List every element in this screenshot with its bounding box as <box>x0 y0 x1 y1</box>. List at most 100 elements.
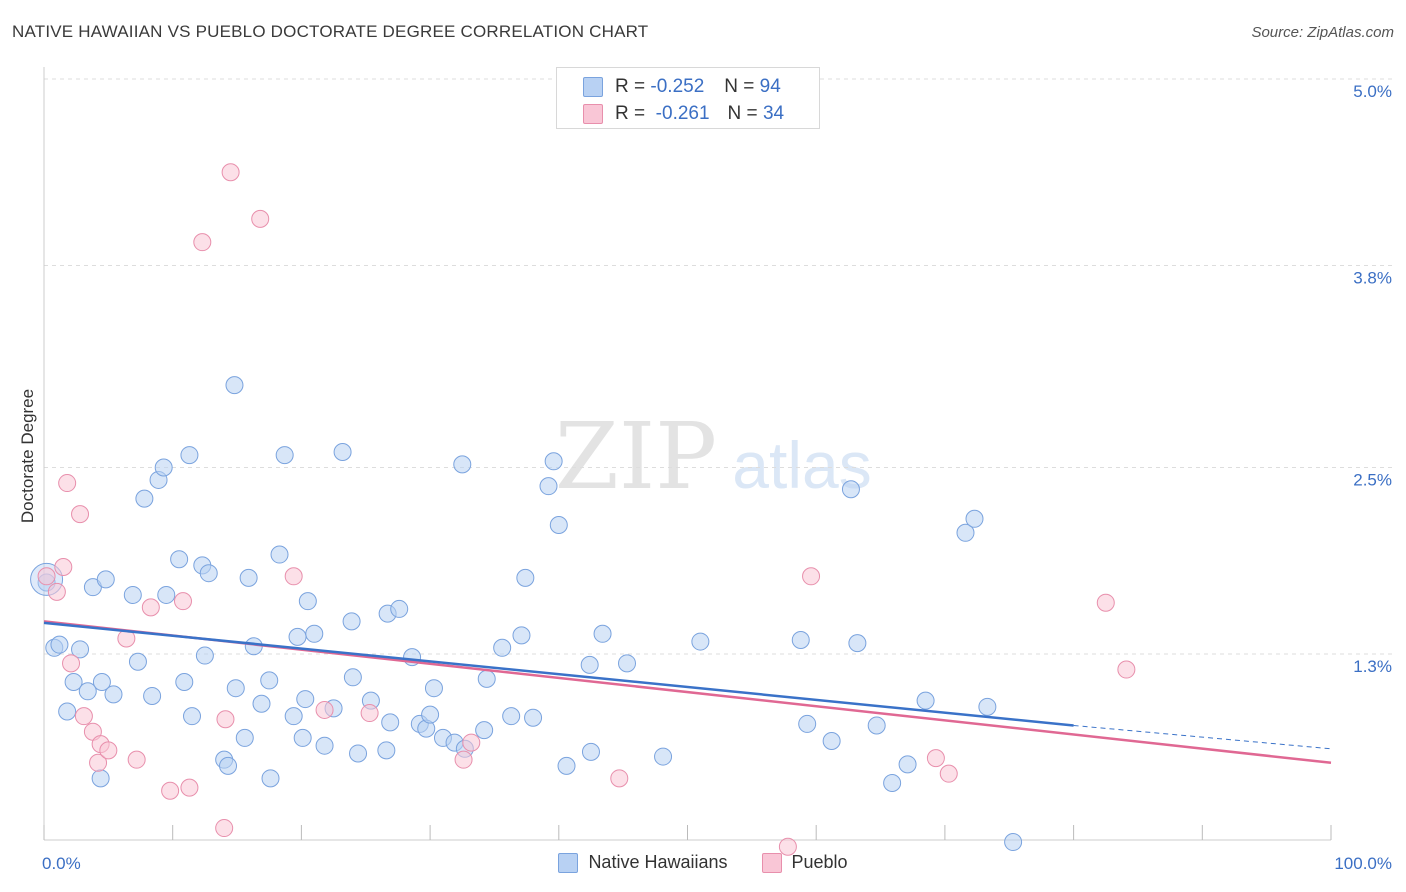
native-hawaiians-point <box>618 654 637 673</box>
native-hawaiians-point <box>123 585 142 604</box>
pueblo-point <box>180 778 199 797</box>
native-hawaiians-point <box>798 714 817 733</box>
y-tick-label: 5.0% <box>1353 82 1392 101</box>
native-hawaiians-point <box>154 458 173 477</box>
pueblo-point <box>74 707 93 726</box>
native-hawaiians-point <box>956 523 975 542</box>
native-hawaiians-swatch <box>558 852 579 873</box>
pueblo-point <box>454 750 473 769</box>
pueblo-point <box>215 819 234 838</box>
native-hawaiians-point <box>549 516 568 535</box>
native-hawaiians-point <box>135 489 154 508</box>
native-hawaiians-point <box>288 627 307 646</box>
native-hawaiians-point <box>58 702 77 721</box>
native-hawaiians-point <box>580 655 599 674</box>
pueblo-point <box>315 700 334 719</box>
native-hawaiians-point <box>261 769 280 788</box>
native-hawaiians-point <box>524 708 543 727</box>
pueblo-point <box>99 741 118 760</box>
native-hawaiians-point <box>219 756 238 775</box>
legend-label: Native Hawaiians <box>588 852 728 872</box>
legend-label: Pueblo <box>791 852 848 872</box>
pueblo-point <box>216 710 235 729</box>
native-hawaiians-point <box>343 668 362 687</box>
native-hawaiians-point <box>284 707 303 726</box>
watermark: ZIP atlas <box>555 403 872 510</box>
native-hawaiians-point <box>91 769 110 788</box>
native-hawaiians-point <box>260 671 279 690</box>
grid-lines <box>44 78 1392 655</box>
native-hawaiians-point <box>275 446 294 465</box>
native-hawaiians-point <box>157 585 176 604</box>
pueblo-point <box>71 505 90 524</box>
stats-legend: R = -0.252 N = 94 R = -0.261 N = 34 <box>556 67 820 129</box>
native-hawaiians-point <box>544 452 563 471</box>
native-hawaiians-point <box>883 773 902 792</box>
native-hawaiians-point <box>128 652 147 671</box>
native-hawaiians-point <box>898 755 917 774</box>
pueblo-point <box>939 764 958 783</box>
pueblo-point <box>926 749 945 768</box>
pueblo-point <box>54 557 73 576</box>
native-hawaiians-point <box>143 686 162 705</box>
series-legend: Native Hawaiians Pueblo <box>0 852 1406 873</box>
native-hawaiians-point <box>180 446 199 465</box>
pueblo-swatch <box>761 852 782 873</box>
r-label: R = <box>615 103 646 124</box>
pueblo-point <box>161 781 180 800</box>
native-hawaiians-point <box>516 568 535 587</box>
pueblo-point <box>173 592 192 611</box>
pueblo-point <box>58 474 77 493</box>
pueblo-points <box>37 163 1136 856</box>
native-hawaiians-point <box>239 568 258 587</box>
pueblo-point <box>62 654 81 673</box>
pueblo-point <box>193 233 212 252</box>
native-hawaiians-point <box>581 742 600 761</box>
native-hawaiians-point <box>791 631 810 650</box>
native-hawaiians-point <box>64 672 83 691</box>
native-hawaiians-point <box>557 756 576 775</box>
native-hawaiians-point <box>298 592 317 611</box>
native-hawaiians-trend-line <box>43 621 1074 727</box>
n-value: 94 <box>759 76 781 97</box>
native-hawaiians-point <box>421 705 440 724</box>
x-tick-label: 0.0% <box>42 854 81 873</box>
x-tick-label: 100.0% <box>1334 854 1392 873</box>
native-hawaiians-point <box>225 376 244 395</box>
native-hawaiians-point <box>493 638 512 657</box>
native-hawaiians-point <box>453 455 472 474</box>
pueblo-point <box>1096 593 1115 612</box>
pueblo-point <box>47 582 66 601</box>
native-hawaiians-points <box>30 376 1023 852</box>
native-hawaiians-point <box>424 679 443 698</box>
r-value: -0.252 <box>650 76 705 97</box>
native-hawaiians-point <box>96 570 115 589</box>
native-hawaiians-point <box>195 646 214 665</box>
native-hawaiians-point <box>296 690 315 709</box>
trend-lines <box>43 620 1332 765</box>
native-hawaiians-point <box>342 612 361 631</box>
native-hawaiians-point <box>71 640 90 659</box>
pueblo-swatch <box>583 104 603 124</box>
stats-row-pueblo: R = -0.261 N = 34 <box>583 102 784 126</box>
pueblo-point <box>778 837 797 856</box>
pueblo-point <box>360 704 379 723</box>
y-tick-label: 2.5% <box>1353 471 1392 490</box>
tick-labels: 1.3% 2.5% 3.8% 5.0% 0.0% 100.0% <box>42 82 1392 873</box>
native-hawaiians-point <box>916 691 935 710</box>
native-hawaiians-point <box>305 624 324 643</box>
r-label: R = <box>615 76 646 97</box>
native-hawaiians-point <box>502 707 521 726</box>
legend-item-pueblo: Pueblo <box>761 852 848 873</box>
chart-title: NATIVE HAWAIIAN VS PUEBLO DOCTORATE DEGR… <box>12 22 649 41</box>
native-hawaiians-point <box>691 632 710 651</box>
native-hawaiians-point <box>1004 833 1023 852</box>
pueblo-point <box>127 750 146 769</box>
native-hawaiians-point <box>477 669 496 688</box>
native-hawaiians-point <box>539 477 558 496</box>
native-hawaiians-point <box>377 741 396 760</box>
axes <box>43 67 1332 841</box>
n-label: N = <box>724 76 755 97</box>
native-hawaiians-point <box>270 545 289 564</box>
